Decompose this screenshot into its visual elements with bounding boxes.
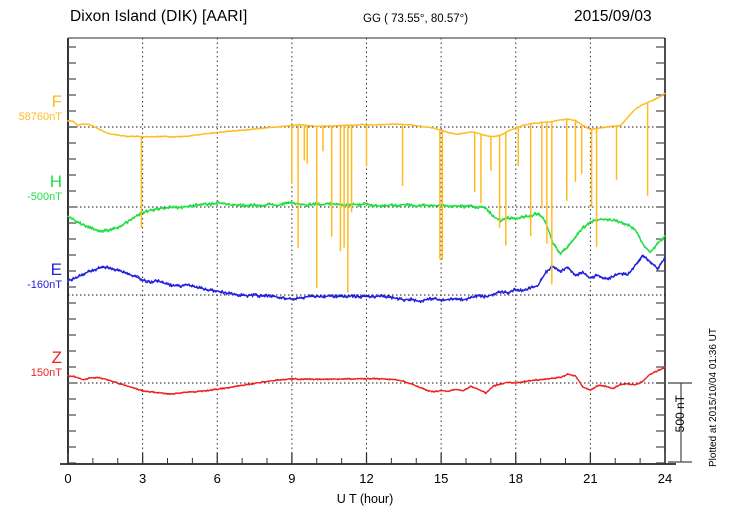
x-axis-title: U T (hour) bbox=[336, 492, 394, 506]
component-label-e: E -160nT bbox=[0, 261, 62, 292]
trace-e-smooth bbox=[67, 254, 666, 302]
geographic-coordinates-label: GG ( 73.55°, 80.57°) bbox=[363, 13, 469, 25]
x-tick-label: 6 bbox=[213, 471, 221, 486]
component-baseline-f: 58760nT bbox=[18, 111, 62, 123]
magnetogram-traces bbox=[67, 92, 666, 395]
component-letter-e: E bbox=[50, 260, 62, 279]
page-title: Dixon Island (DIK) [AARI] bbox=[70, 8, 248, 25]
x-tick-label: 0 bbox=[64, 471, 72, 486]
vertical-gridlines bbox=[142, 38, 591, 464]
trace-z bbox=[67, 365, 665, 395]
component-baseline-z: 150nT bbox=[30, 367, 62, 379]
x-tick-label: 21 bbox=[583, 471, 598, 486]
x-tick-label: 9 bbox=[288, 471, 296, 486]
component-baseline-h: -500nT bbox=[27, 191, 62, 203]
component-label-h: H -500nT bbox=[0, 173, 62, 204]
x-tick-label: 18 bbox=[508, 471, 523, 486]
x-axis-ticks bbox=[67, 453, 666, 464]
y-axis-ticks bbox=[68, 46, 76, 464]
scale-bar bbox=[668, 382, 692, 463]
component-letter-f: F bbox=[51, 92, 62, 111]
component-label-f: F 58760nT bbox=[0, 93, 62, 124]
x-tick-label: 3 bbox=[139, 471, 147, 486]
component-letter-z: Z bbox=[51, 348, 62, 367]
x-tick-label: 12 bbox=[359, 471, 374, 486]
scale-bar-label: 500 nT bbox=[673, 395, 687, 433]
trace-e bbox=[67, 255, 665, 304]
component-label-z: Z 150nT bbox=[0, 349, 62, 380]
component-baseline-e: -160nT bbox=[27, 279, 62, 291]
component-letter-h: H bbox=[49, 172, 62, 191]
plotted-at-timestamp: Plotted at 2015/10/04 01:36 UT bbox=[708, 328, 719, 467]
x-tick-label: 15 bbox=[433, 471, 449, 486]
plot-frame bbox=[60, 37, 676, 465]
x-tick-label: 24 bbox=[657, 471, 673, 486]
y-axis-ticks-right bbox=[656, 46, 665, 464]
observation-date: 2015/09/03 bbox=[574, 8, 652, 25]
trace-h bbox=[67, 200, 665, 256]
component-baselines bbox=[68, 126, 665, 384]
